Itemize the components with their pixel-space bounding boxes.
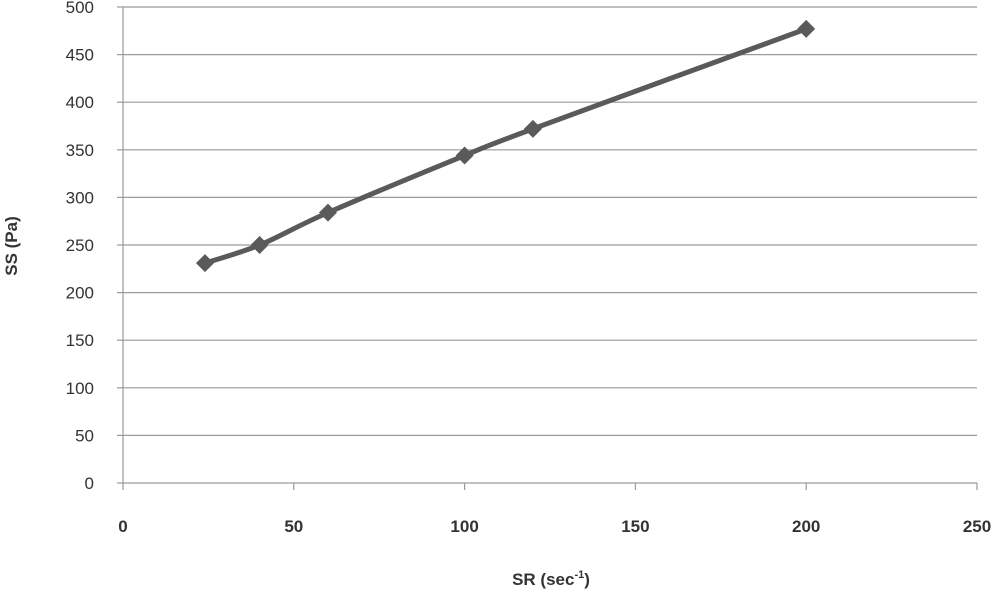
x-tick-label-250: 250 bbox=[963, 517, 991, 536]
axes bbox=[117, 6, 978, 490]
y-tick-labels: 0 50 100 150 200 250 300 350 400 450 500 bbox=[66, 0, 94, 493]
x-tick-labels: 0 50 100 150 200 250 bbox=[118, 517, 991, 536]
data-point-4 bbox=[523, 119, 542, 138]
x-tick-label-150: 150 bbox=[621, 517, 649, 536]
y-tick-label-500: 500 bbox=[66, 0, 94, 17]
x-tick-label-0: 0 bbox=[118, 517, 127, 536]
x-axis-title-superscript: -1 bbox=[574, 569, 584, 581]
y-axis-title: SS (Pa) bbox=[2, 216, 21, 276]
data-point-2 bbox=[318, 203, 337, 222]
y-tick-label-350: 350 bbox=[66, 141, 94, 160]
y-tick-label-250: 250 bbox=[66, 236, 94, 255]
data-point-3 bbox=[455, 146, 474, 165]
y-tick-label-450: 450 bbox=[66, 46, 94, 65]
series-group bbox=[195, 19, 816, 273]
x-tick-label-200: 200 bbox=[792, 517, 820, 536]
y-tick-label-400: 400 bbox=[66, 93, 94, 112]
y-tick-label-100: 100 bbox=[66, 379, 94, 398]
x-tick-label-100: 100 bbox=[450, 517, 478, 536]
y-tick-label-0: 0 bbox=[85, 474, 94, 493]
series-line-0 bbox=[202, 26, 809, 266]
x-tick-label-50: 50 bbox=[284, 517, 303, 536]
data-point-1 bbox=[250, 236, 269, 254]
data-point-0 bbox=[195, 254, 214, 273]
x-axis-title-main: SR (sec bbox=[512, 570, 574, 589]
y-tick-label-200: 200 bbox=[66, 284, 94, 303]
x-axis-title-suffix: ) bbox=[584, 570, 590, 589]
y-tick-label-300: 300 bbox=[66, 188, 94, 207]
y-tick-label-50: 50 bbox=[75, 426, 94, 445]
data-point-5 bbox=[797, 19, 816, 38]
gridlines bbox=[123, 6, 977, 436]
x-axis-title: SR (sec-1) bbox=[512, 569, 590, 589]
y-tick-label-150: 150 bbox=[66, 331, 94, 350]
